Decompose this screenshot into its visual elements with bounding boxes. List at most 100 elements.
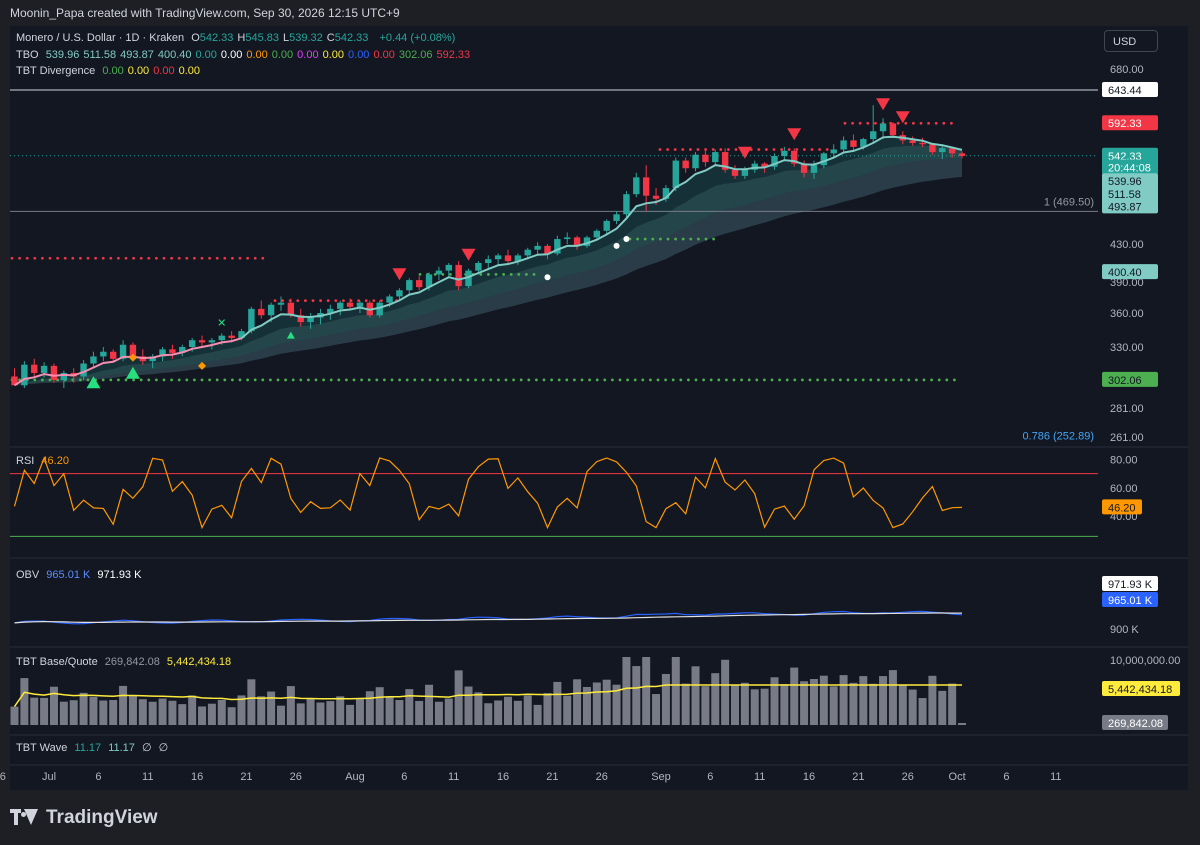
volume-bar — [523, 695, 532, 725]
candle-body — [642, 177, 650, 196]
ohlc-value: 542.33 — [199, 32, 234, 44]
time-tick: 6 — [1003, 771, 1009, 783]
volume-bar — [533, 704, 542, 725]
volume-bar — [336, 696, 345, 725]
support-dot — [823, 378, 827, 382]
support-dot — [307, 378, 310, 382]
resistance-dot — [101, 256, 105, 260]
volume-bar — [49, 686, 58, 725]
resistance-dot — [215, 256, 219, 260]
support-dot — [633, 378, 637, 382]
support-dot — [755, 378, 759, 382]
tradingview-mark-icon — [10, 809, 40, 827]
support-dot — [291, 378, 295, 382]
candle-body — [129, 344, 137, 357]
resistance-dot — [950, 121, 953, 125]
volume-bar — [10, 706, 19, 725]
base-quote-legend: TBT Base/Quote 269,842.08 5,442,434.18 — [16, 655, 235, 669]
time-tick: Sep — [651, 771, 671, 783]
time-tick: 16 — [497, 771, 509, 783]
support-dot — [861, 378, 865, 382]
time-tick: Oct — [949, 771, 966, 783]
support-dot — [238, 378, 242, 382]
candle-body — [31, 364, 38, 373]
volume-ma-label-box — [1102, 681, 1180, 696]
sell-signal-icon — [895, 111, 910, 124]
support-dot — [740, 378, 743, 382]
volume-bar — [227, 707, 236, 725]
support-dot — [915, 378, 918, 382]
rsi-line — [13, 456, 963, 530]
volume-bar — [721, 659, 730, 725]
support-dot — [193, 378, 196, 382]
resistance-dot — [200, 256, 204, 260]
obv-ma-label-box — [1102, 576, 1158, 591]
volume-bar — [138, 699, 147, 725]
support-dot — [535, 378, 538, 382]
support-dot — [481, 378, 485, 382]
volume-bar — [602, 679, 611, 725]
resistance-dot — [170, 256, 174, 260]
volume-bar — [750, 689, 759, 725]
support-dot — [367, 378, 371, 382]
divergence-value: 0.00 — [153, 65, 175, 77]
volume-bar — [30, 697, 39, 725]
support-dot — [117, 378, 120, 382]
chart-panel[interactable] — [10, 26, 1188, 790]
resistance-dot — [304, 299, 307, 302]
candle-body — [376, 302, 383, 316]
support-dot — [223, 378, 227, 382]
candle-body — [406, 280, 413, 291]
time-tick: 21 — [240, 771, 252, 783]
resistance-dot — [851, 121, 854, 125]
currency-button[interactable]: USD — [1104, 30, 1158, 52]
volume-bar — [938, 690, 947, 725]
support-dot — [689, 237, 693, 241]
cross-marker-icon: ✕ — [217, 318, 226, 330]
resistance-dot — [155, 256, 158, 260]
volume-bar — [592, 682, 601, 725]
resistance-dot — [934, 121, 938, 125]
candle-body — [179, 347, 186, 353]
support-dot — [831, 378, 835, 382]
divergence-values: 0.00 0.00 0.00 0.00 — [102, 65, 204, 77]
resistance-dot — [896, 121, 900, 125]
resistance-dot — [912, 121, 915, 125]
fib-label: 0.786 (252.89) — [1022, 431, 1094, 443]
support-dot — [474, 378, 477, 382]
volume-bar — [484, 703, 493, 725]
candle-body — [277, 302, 285, 305]
support-dot — [618, 378, 622, 382]
candle-body — [791, 150, 798, 164]
support-dot — [565, 378, 569, 382]
resistance-dot — [246, 256, 250, 260]
price-tick: 430.00 — [1110, 239, 1144, 251]
volume-bar — [691, 666, 700, 725]
resistance-dot — [132, 256, 136, 260]
tbo-label: TBO — [16, 49, 39, 61]
support-dot — [231, 378, 234, 382]
resistance-dot — [10, 256, 14, 260]
price-tick: 360.00 — [1110, 308, 1144, 320]
sell-signal-icon — [787, 128, 802, 141]
tbo-value: 493.87 — [120, 49, 154, 61]
tbo-value: 0.00 — [322, 49, 345, 61]
support-dot — [269, 378, 272, 382]
resistance-dot — [94, 256, 97, 260]
tradingview-logo[interactable]: TradingView — [10, 806, 158, 830]
support-dot — [595, 378, 599, 382]
resistance-dot — [193, 256, 196, 260]
candle-body — [721, 152, 729, 170]
support-dot — [215, 378, 219, 382]
support-dot — [573, 378, 576, 382]
volume-bar — [711, 673, 720, 725]
rsi-label-box — [1102, 499, 1142, 515]
support-dot — [101, 378, 105, 382]
price-label: 643.44 — [1108, 85, 1142, 97]
resistance-dot — [780, 148, 783, 151]
branding-text: TradingView — [46, 807, 158, 828]
candle-body — [771, 156, 778, 167]
support-dot — [884, 378, 888, 382]
tbo-value: 0.00 — [246, 49, 268, 61]
